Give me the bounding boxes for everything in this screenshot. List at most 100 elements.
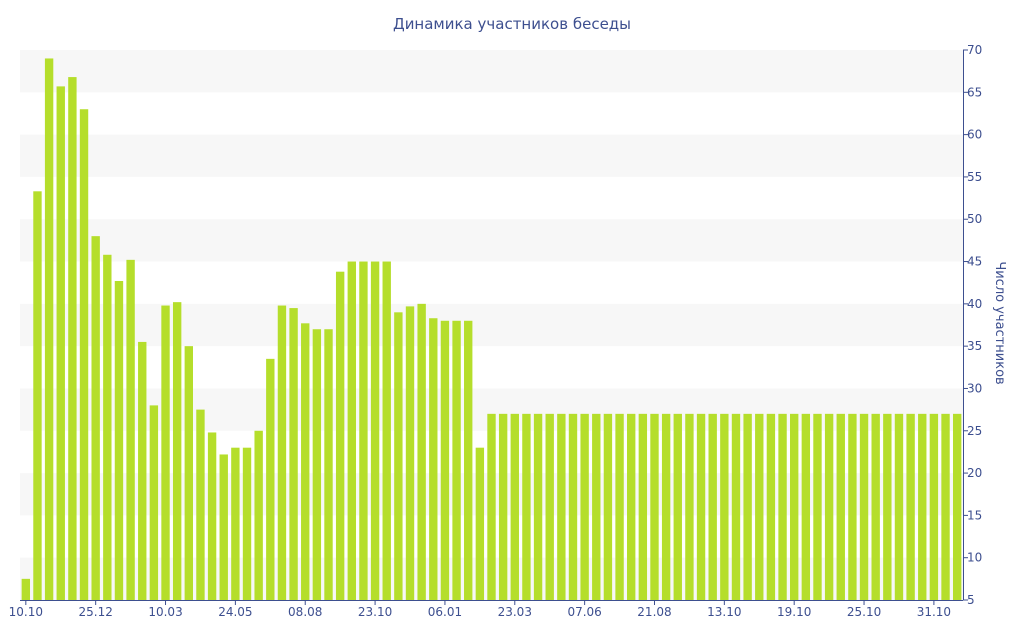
bar (696, 413, 706, 600)
bar (21, 578, 31, 600)
bar (289, 308, 298, 600)
bar (91, 236, 100, 600)
x-tick-label: 23.03 (498, 605, 532, 619)
bar (498, 413, 508, 600)
bar (44, 58, 54, 600)
bar (242, 447, 252, 600)
bar (929, 413, 939, 600)
bar (440, 320, 450, 600)
bar (149, 405, 159, 600)
bar (56, 86, 65, 600)
bar (661, 413, 671, 600)
bar (766, 413, 776, 600)
x-tick-label: 08.08 (288, 605, 322, 619)
x-axis-ticks: 10.10 25.12 10.03 24.05 08.08 23.10 06.01 23.03… (9, 600, 951, 619)
bar (685, 413, 694, 600)
bar (277, 305, 287, 600)
grid-band (20, 50, 963, 93)
bar (883, 413, 892, 600)
bar (743, 413, 752, 600)
bar (918, 413, 927, 600)
bar (68, 77, 77, 601)
bar (254, 430, 263, 600)
bar (952, 413, 962, 600)
bar (324, 329, 333, 600)
bar (487, 413, 496, 600)
bar (301, 323, 310, 600)
y-tick-label: 60 (967, 128, 982, 142)
bar (79, 109, 89, 600)
bar (580, 413, 589, 600)
x-tick-label: 06.01 (428, 605, 462, 619)
bar (650, 413, 659, 600)
bar (801, 413, 811, 600)
bar (848, 413, 857, 600)
y-tick-label: 50 (967, 212, 982, 226)
bar (673, 413, 682, 600)
bar (545, 413, 554, 600)
x-tick-label: 31.10 (917, 605, 951, 619)
y-tick-label: 40 (967, 297, 982, 311)
y-tick-label: 55 (967, 170, 982, 184)
y-tick-label: 5 (967, 593, 975, 607)
bar (894, 413, 904, 600)
bar (859, 413, 869, 600)
bar (871, 413, 880, 600)
bar (335, 271, 345, 600)
bar (627, 413, 636, 600)
bar (266, 358, 275, 600)
bar (347, 261, 356, 600)
y-tick-label: 30 (967, 381, 982, 395)
bar (231, 447, 240, 600)
bar (510, 413, 519, 600)
bar (172, 302, 182, 600)
bar (196, 409, 205, 600)
bar (941, 413, 950, 600)
bar (103, 254, 112, 600)
bar (824, 413, 834, 600)
bar (557, 413, 566, 600)
y-axis-ticks: 5 10 15 20 25 30 35 40 45 50 55 60 65 70 (963, 43, 982, 607)
bar (790, 413, 799, 600)
x-tick-label: 10.03 (148, 605, 182, 619)
y-tick-label: 10 (967, 551, 982, 565)
grid-band (20, 134, 963, 177)
bar (731, 413, 741, 600)
y-tick-label: 20 (967, 466, 982, 480)
bar (382, 261, 391, 600)
x-tick-label: 19.10 (777, 605, 811, 619)
bar (359, 261, 368, 600)
bar (429, 318, 438, 600)
bar (219, 454, 228, 600)
bar (906, 413, 915, 600)
x-tick-label: 25.10 (847, 605, 881, 619)
bar (405, 306, 415, 600)
grid-band (20, 219, 963, 262)
bar (114, 281, 124, 600)
bar (184, 346, 193, 600)
bar (755, 413, 764, 600)
x-tick-label: 13.10 (707, 605, 741, 619)
x-tick-label: 10.10 (9, 605, 43, 619)
bar (464, 320, 473, 600)
x-tick-label: 25.12 (78, 605, 112, 619)
bar (452, 320, 461, 600)
bar (568, 413, 578, 600)
bar (836, 413, 845, 600)
y-tick-label: 65 (967, 85, 982, 99)
bar (207, 432, 217, 600)
x-tick-label: 23.10 (358, 605, 392, 619)
y-axis-label: Число участников (992, 261, 1007, 384)
bar (370, 261, 380, 600)
bar (126, 259, 135, 600)
bar (138, 341, 147, 600)
y-tick-label: 25 (967, 424, 982, 438)
y-tick-label: 70 (967, 43, 982, 57)
bar (33, 191, 42, 601)
y-tick-label: 15 (967, 508, 982, 522)
y-tick-label: 35 (967, 339, 982, 353)
bars (21, 58, 962, 601)
bar (475, 447, 485, 600)
bar (394, 312, 403, 600)
